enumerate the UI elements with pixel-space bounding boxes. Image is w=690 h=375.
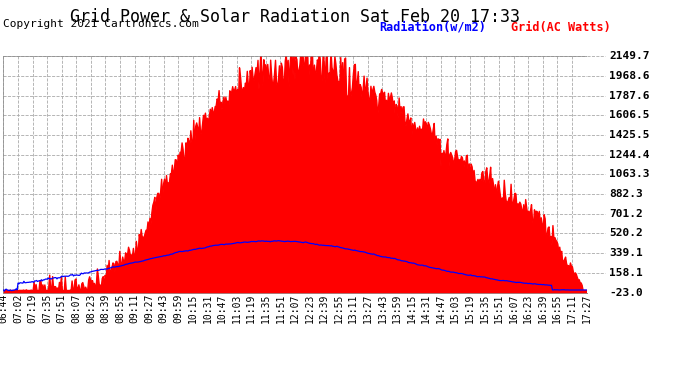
Text: Grid Power & Solar Radiation Sat Feb 20 17:33: Grid Power & Solar Radiation Sat Feb 20 … [70, 8, 520, 26]
Text: 1787.6: 1787.6 [609, 91, 649, 101]
Text: -23.0: -23.0 [609, 288, 642, 297]
Text: 1968.6: 1968.6 [609, 71, 649, 81]
Text: 1425.5: 1425.5 [609, 130, 649, 140]
Text: 1244.4: 1244.4 [609, 150, 649, 160]
Text: 701.2: 701.2 [609, 209, 642, 219]
Text: 158.1: 158.1 [609, 268, 642, 278]
Text: Grid(AC Watts): Grid(AC Watts) [511, 21, 611, 34]
Text: 882.3: 882.3 [609, 189, 642, 199]
Text: 520.2: 520.2 [609, 228, 642, 238]
Text: 339.1: 339.1 [609, 248, 642, 258]
Text: Radiation(w/m2): Radiation(w/m2) [380, 21, 486, 34]
Text: 1063.3: 1063.3 [609, 170, 649, 179]
Text: 1606.5: 1606.5 [609, 110, 649, 120]
Text: 2149.7: 2149.7 [609, 51, 649, 61]
Text: Copyright 2021 Cartronics.com: Copyright 2021 Cartronics.com [3, 19, 199, 29]
